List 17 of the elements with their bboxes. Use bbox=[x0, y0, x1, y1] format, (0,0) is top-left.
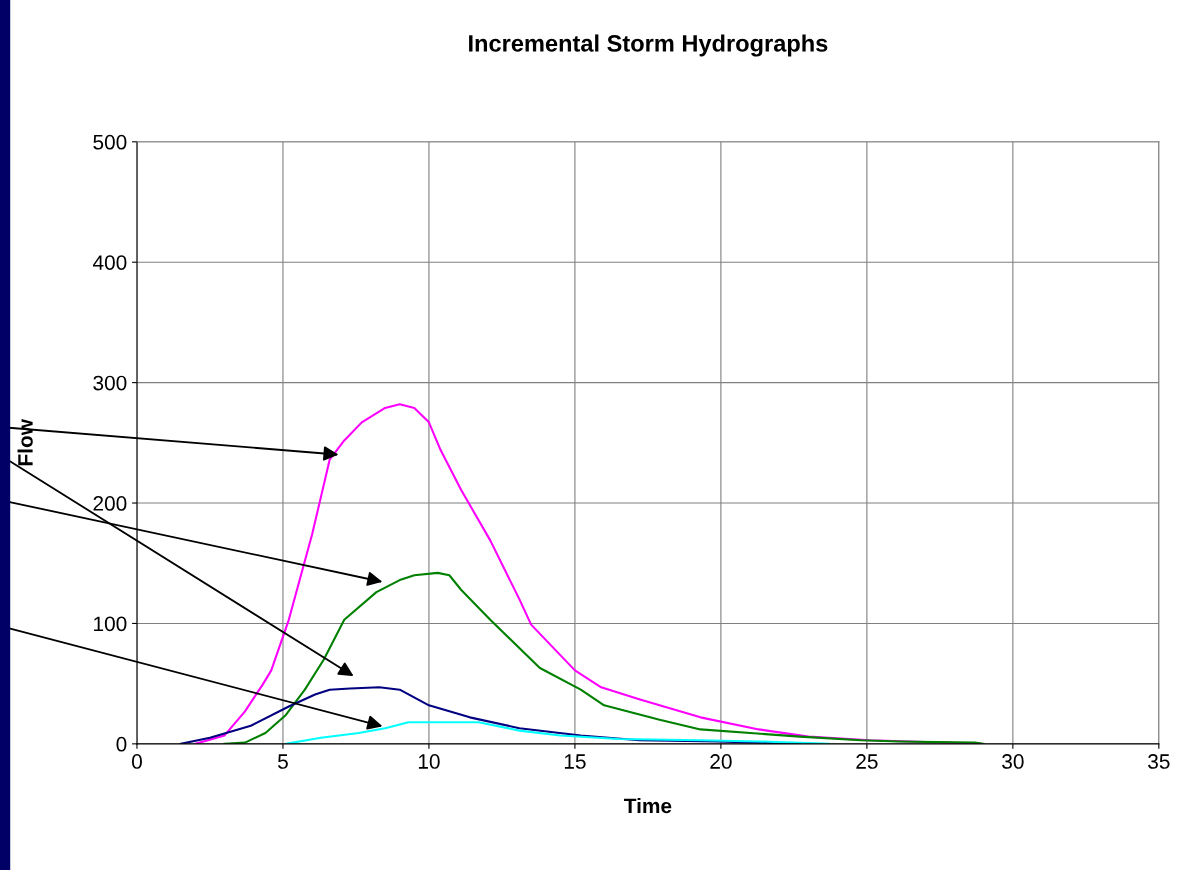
x-tick-label: 20 bbox=[710, 754, 732, 769]
y-axis-title: Flow bbox=[17, 419, 33, 466]
chart-title: Incremental Storm Hydrographs bbox=[469, 34, 828, 57]
x-tick-label: 10 bbox=[418, 754, 440, 769]
x-tick-label: 15 bbox=[564, 754, 586, 769]
y-tick-label: 400 bbox=[92, 255, 127, 270]
x-tick-label: 0 bbox=[131, 754, 142, 769]
y-tick-label: 500 bbox=[93, 134, 127, 150]
x-tick-label: 30 bbox=[1002, 754, 1024, 769]
x-tick-label: 35 bbox=[1148, 754, 1170, 769]
x-tick-label: 25 bbox=[856, 754, 878, 769]
y-tick-label: 300 bbox=[93, 375, 127, 391]
x-axis-title: Time bbox=[624, 797, 672, 814]
y-tick-label: 100 bbox=[94, 616, 127, 632]
x-tick-label: 5 bbox=[277, 754, 288, 769]
y-tick-label: 0 bbox=[116, 736, 127, 752]
y-tick-label: 200 bbox=[93, 496, 127, 511]
